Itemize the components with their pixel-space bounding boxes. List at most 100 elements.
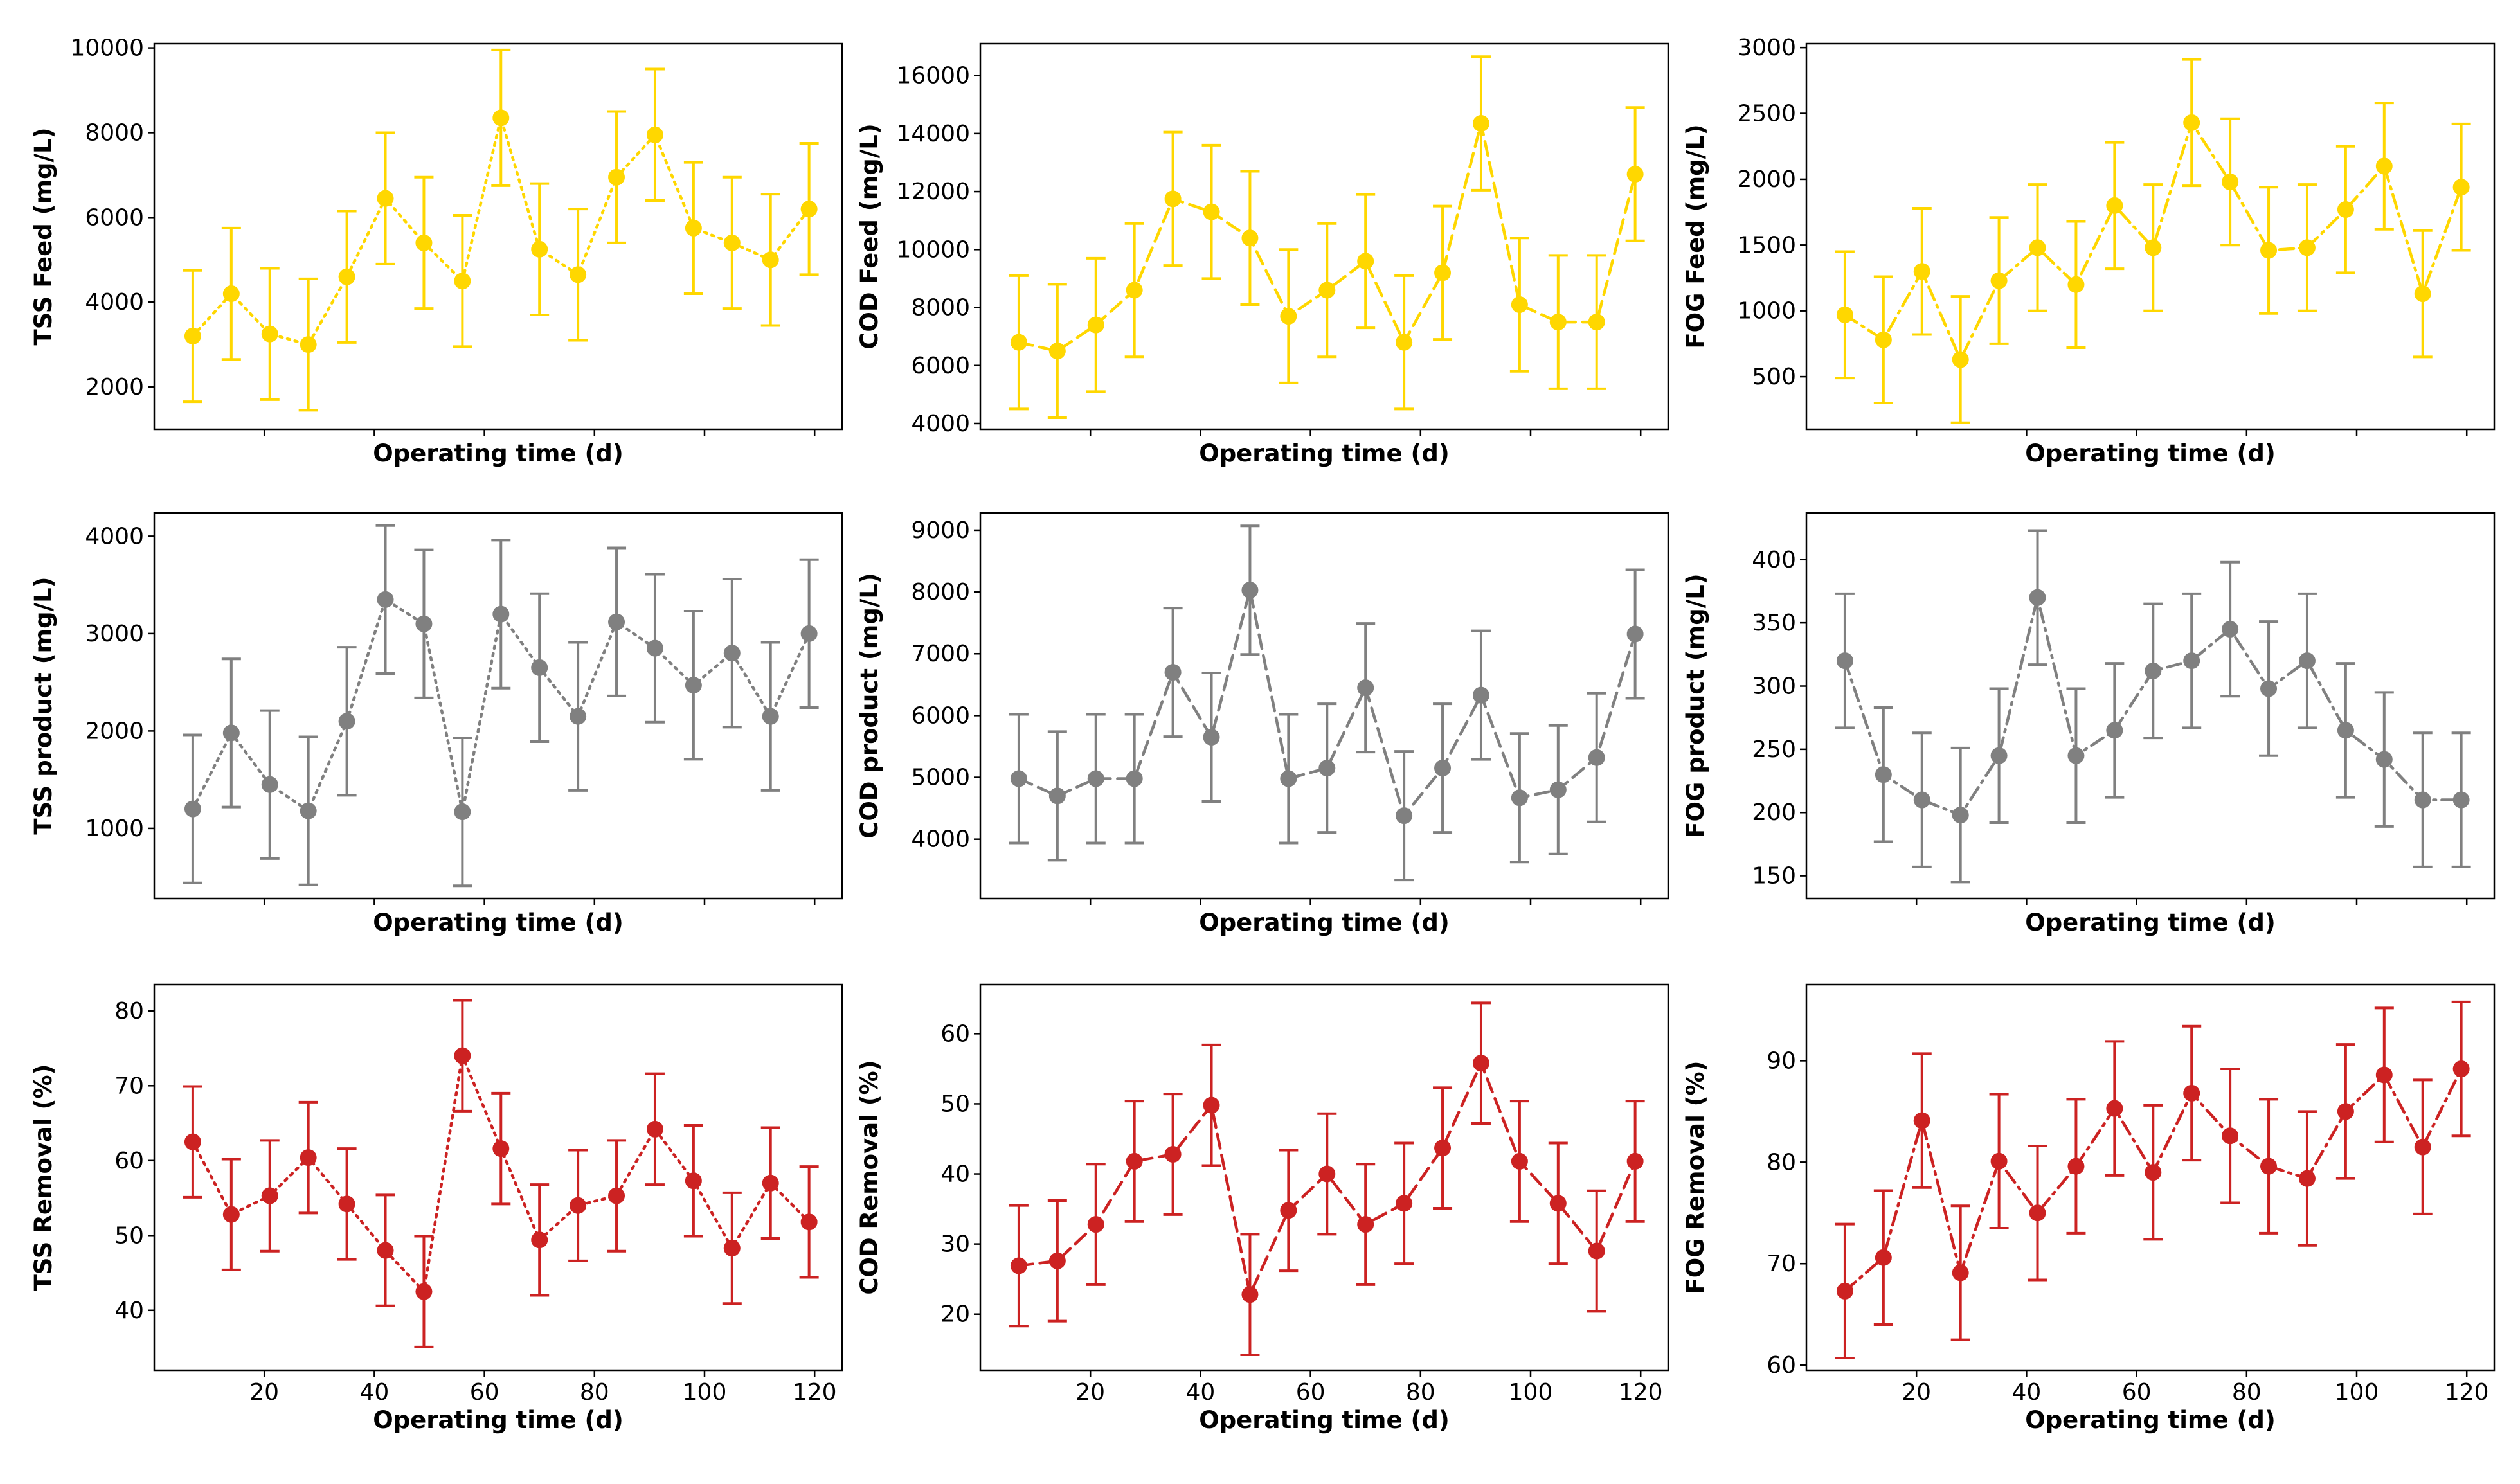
data-point <box>1318 1165 1336 1183</box>
data-point <box>261 325 278 343</box>
data-point <box>2452 1060 2470 1078</box>
data-point <box>1434 264 1452 282</box>
data-point <box>1549 1195 1567 1212</box>
x-tick-label: 100 <box>1509 1379 1553 1406</box>
data-point <box>1203 1096 1220 1114</box>
data-point <box>2260 680 2278 697</box>
data-point <box>1087 770 1104 787</box>
data-point <box>1241 1286 1259 1303</box>
y-tick-label: 350 <box>1752 610 1796 636</box>
data-point <box>762 1174 779 1192</box>
data-point <box>1836 652 1853 670</box>
y-tick-label: 2000 <box>1737 166 1796 193</box>
data-point <box>2414 1138 2431 1156</box>
data-point <box>1126 770 1143 787</box>
data-point <box>1549 781 1567 798</box>
data-point <box>1875 766 1892 783</box>
data-point <box>222 285 240 303</box>
y-tick-label: 2000 <box>85 374 144 400</box>
panel-tss-product: 1000 2000 3000 4000 Operating time (d) TSS pr… <box>30 512 843 936</box>
y-tick-label: 90 <box>1767 1048 1796 1074</box>
data-point <box>1511 1152 1528 1170</box>
series-line <box>191 597 811 814</box>
data-point <box>608 1187 626 1204</box>
y-axis-label: TSS Removal (%) <box>30 1064 57 1291</box>
y-tick-label: 10000 <box>70 35 144 62</box>
panel-fog-removal: 60 70 80 90 20 40 60 80 100 120 Operating time (d)… <box>1682 983 2496 1434</box>
axes-frame <box>153 983 843 1372</box>
x-tick-label: 80 <box>1406 1379 1436 1406</box>
y-tick-label: 50 <box>114 1222 144 1249</box>
data-point <box>685 219 702 237</box>
data-point <box>1549 314 1567 331</box>
data-point <box>2029 589 2046 606</box>
y-axis-label: FOG Feed (mg/L) <box>1682 124 1709 348</box>
data-point <box>2260 242 2278 259</box>
y-axis-label: COD Removal (%) <box>856 1060 883 1294</box>
x-tick-label: 40 <box>2012 1379 2041 1406</box>
data-point <box>454 1047 471 1064</box>
data-point <box>1434 1140 1452 1157</box>
y-tick-label: 8000 <box>85 120 144 146</box>
data-point <box>2375 157 2393 175</box>
x-axis-label: Operating time (d) <box>1199 909 1450 936</box>
data-point <box>261 1187 278 1204</box>
data-point <box>2067 747 2085 764</box>
data-point <box>1913 1112 1931 1129</box>
y-tick-label: 12000 <box>896 179 970 205</box>
y-tick-label: 300 <box>1752 674 1796 700</box>
data-point <box>2222 1127 2239 1145</box>
data-point <box>1875 331 1892 348</box>
y-tick-label: 40 <box>941 1161 970 1188</box>
data-point <box>1511 789 1528 807</box>
y-tick-label: 3000 <box>85 621 144 647</box>
data-point <box>2067 276 2085 293</box>
data-point <box>300 1149 317 1167</box>
panel-tss-feed: 2000 4000 6000 8000 10000 Operating time (d) T… <box>30 35 843 467</box>
data-point <box>1203 729 1220 746</box>
y-tick-label: 60 <box>1767 1352 1796 1379</box>
data-point <box>2145 239 2162 256</box>
panel-cod-feed: 4000 6000 8000 10000 12000 14000 16000 Operatin… <box>856 42 1670 467</box>
data-point <box>762 251 779 269</box>
y-tick-label: 400 <box>1752 547 1796 573</box>
y-tick-label: 60 <box>114 1148 144 1174</box>
data-point <box>1836 1282 1853 1300</box>
x-axis-label: Operating time (d) <box>2025 440 2276 467</box>
data-point <box>1280 1202 1297 1219</box>
data-point <box>1588 314 1605 331</box>
data-point <box>2298 239 2316 256</box>
data-point <box>415 234 433 251</box>
panel-cod-removal: 20 30 40 50 60 20 40 60 80 100 120 Operating time (… <box>856 983 1670 1434</box>
data-point <box>1164 1146 1182 1163</box>
data-point <box>685 1172 702 1190</box>
y-tick-label: 4000 <box>911 411 970 437</box>
data-point <box>1087 316 1104 334</box>
data-point <box>2106 722 2123 739</box>
data-point <box>1396 1195 1413 1212</box>
data-point <box>570 266 587 283</box>
data-point <box>2375 751 2393 768</box>
data-point <box>2183 652 2200 670</box>
axes-frame <box>1805 983 2496 1372</box>
data-point <box>1913 263 1931 280</box>
axes-frame <box>153 42 843 431</box>
data-point <box>492 109 510 127</box>
data-point <box>2414 285 2431 303</box>
y-tick-label: 8000 <box>911 579 970 605</box>
data-point <box>723 645 741 662</box>
x-tick-label: 40 <box>359 1379 389 1406</box>
y-tick-label: 6000 <box>911 702 970 729</box>
y-tick-label: 20 <box>941 1301 970 1328</box>
panel-fog-feed: 500 1000 1500 2000 2500 3000 Operating time (d… <box>1682 35 2496 467</box>
y-tick-label: 1500 <box>1737 232 1796 258</box>
data-point <box>2222 174 2239 191</box>
data-point <box>184 327 201 344</box>
data-point <box>2183 1084 2200 1102</box>
y-tick-label: 1000 <box>85 816 144 842</box>
data-point <box>800 201 818 218</box>
x-tick-label: 60 <box>2122 1379 2152 1406</box>
data-point <box>2375 1066 2393 1084</box>
